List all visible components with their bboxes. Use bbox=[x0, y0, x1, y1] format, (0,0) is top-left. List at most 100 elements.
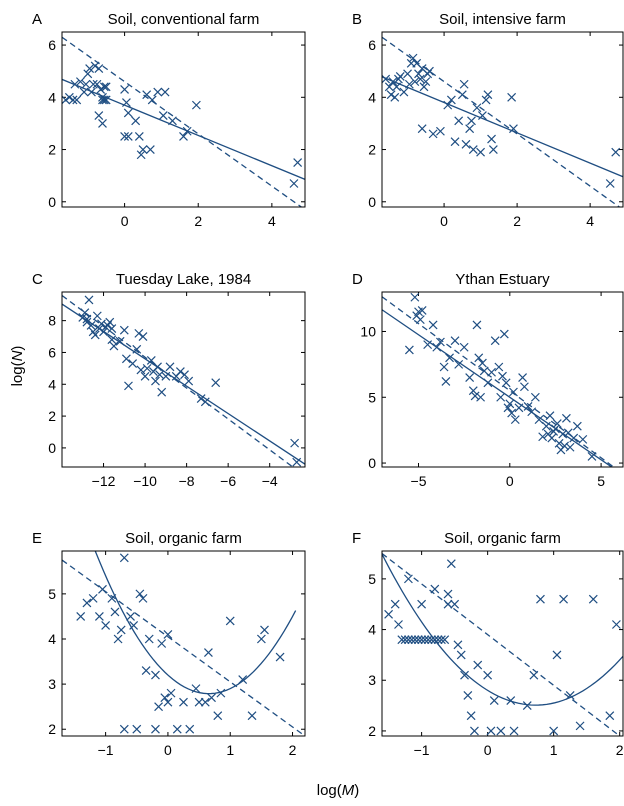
data-point bbox=[115, 336, 125, 346]
data-point bbox=[465, 124, 475, 134]
data-point bbox=[403, 69, 412, 79]
solid-fit-line bbox=[62, 78, 305, 180]
data-point bbox=[445, 353, 454, 363]
data-point bbox=[116, 625, 126, 635]
data-point bbox=[407, 635, 417, 645]
data-point bbox=[180, 370, 189, 380]
y-tick-label: 4 bbox=[48, 631, 56, 647]
data-point bbox=[79, 87, 89, 97]
x-tick-label: 0 bbox=[484, 742, 492, 758]
data-point bbox=[94, 64, 104, 73]
data-point bbox=[523, 402, 533, 411]
data-point bbox=[421, 77, 431, 87]
data-point bbox=[545, 411, 555, 421]
plot-area bbox=[382, 292, 615, 467]
data-point bbox=[470, 391, 480, 401]
data-point bbox=[443, 589, 453, 599]
plot-area bbox=[382, 553, 623, 736]
data-point bbox=[450, 599, 460, 609]
plot-area bbox=[382, 36, 623, 207]
y-tick-label: 0 bbox=[368, 194, 376, 210]
data-point bbox=[487, 134, 496, 144]
data-point bbox=[465, 373, 475, 382]
data-point bbox=[72, 95, 82, 105]
data-point bbox=[496, 392, 506, 402]
data-point bbox=[82, 598, 92, 608]
data-point bbox=[213, 711, 223, 721]
data-point bbox=[415, 315, 425, 325]
data-point bbox=[459, 342, 469, 352]
solid-fit-line bbox=[382, 76, 623, 178]
x-tick-label: 0 bbox=[121, 213, 129, 229]
data-point bbox=[536, 594, 545, 604]
data-point bbox=[119, 724, 129, 734]
panel-title: Ythan Estuary bbox=[455, 271, 550, 288]
data-point bbox=[153, 87, 163, 97]
data-point bbox=[417, 635, 427, 645]
data-point bbox=[605, 179, 615, 188]
data-point bbox=[403, 635, 413, 645]
data-point bbox=[499, 329, 509, 339]
data-point bbox=[430, 584, 440, 594]
data-point bbox=[121, 354, 131, 364]
data-point bbox=[522, 701, 532, 711]
data-point bbox=[558, 429, 568, 439]
data-point bbox=[534, 415, 544, 425]
y-tick-label: 0 bbox=[48, 194, 56, 210]
data-point bbox=[256, 634, 266, 644]
data-point bbox=[473, 660, 483, 670]
data-point bbox=[384, 82, 394, 92]
data-point bbox=[200, 397, 210, 407]
data-point bbox=[147, 95, 157, 105]
x-tick-label: 5 bbox=[597, 473, 605, 489]
data-point bbox=[151, 376, 160, 386]
data-point bbox=[417, 599, 427, 609]
data-point bbox=[403, 574, 413, 584]
y-axis-label: log(N) bbox=[9, 346, 26, 387]
data-point bbox=[538, 432, 548, 442]
data-point bbox=[565, 691, 575, 700]
x-tick-label: 1 bbox=[550, 742, 558, 758]
data-point bbox=[410, 77, 420, 87]
data-point bbox=[560, 441, 570, 451]
data-point bbox=[510, 415, 520, 425]
x-tick-label: 0 bbox=[440, 213, 448, 229]
data-point bbox=[565, 442, 575, 452]
data-point bbox=[390, 92, 400, 102]
data-point bbox=[216, 688, 226, 698]
data-point bbox=[161, 371, 171, 381]
data-point bbox=[172, 724, 182, 734]
data-point bbox=[505, 399, 515, 409]
data-point bbox=[153, 362, 162, 372]
y-tick-label: 5 bbox=[368, 571, 376, 587]
data-point bbox=[179, 132, 188, 141]
plot-area bbox=[62, 294, 305, 467]
data-point bbox=[84, 295, 94, 305]
data-point bbox=[179, 697, 188, 707]
panel-a: A Soil, conventional farm 0 2 4 0 2 4 6 bbox=[32, 11, 306, 229]
data-point bbox=[96, 85, 106, 94]
x-axis-label: log(M) bbox=[317, 782, 360, 799]
panel-title: Tuesday Lake, 1984 bbox=[116, 271, 251, 288]
data-point bbox=[394, 620, 403, 629]
data-point bbox=[454, 359, 464, 369]
data-point bbox=[87, 87, 96, 97]
data-point bbox=[275, 652, 285, 662]
data-point bbox=[519, 382, 529, 392]
data-point bbox=[496, 726, 506, 736]
data-point bbox=[166, 688, 176, 698]
data-point bbox=[454, 116, 464, 126]
axes-frame bbox=[381, 291, 624, 468]
axes-frame bbox=[381, 550, 624, 737]
data-point bbox=[141, 666, 151, 675]
data-point bbox=[138, 332, 148, 341]
x-tick-label: 0 bbox=[164, 742, 172, 758]
data-point bbox=[450, 137, 460, 147]
data-point bbox=[144, 634, 154, 644]
panel-b: B Soil, intensive farm 0 2 4 0 2 4 6 bbox=[352, 11, 624, 229]
plot-area bbox=[62, 551, 305, 736]
data-point bbox=[541, 421, 551, 431]
data-point bbox=[514, 403, 524, 413]
